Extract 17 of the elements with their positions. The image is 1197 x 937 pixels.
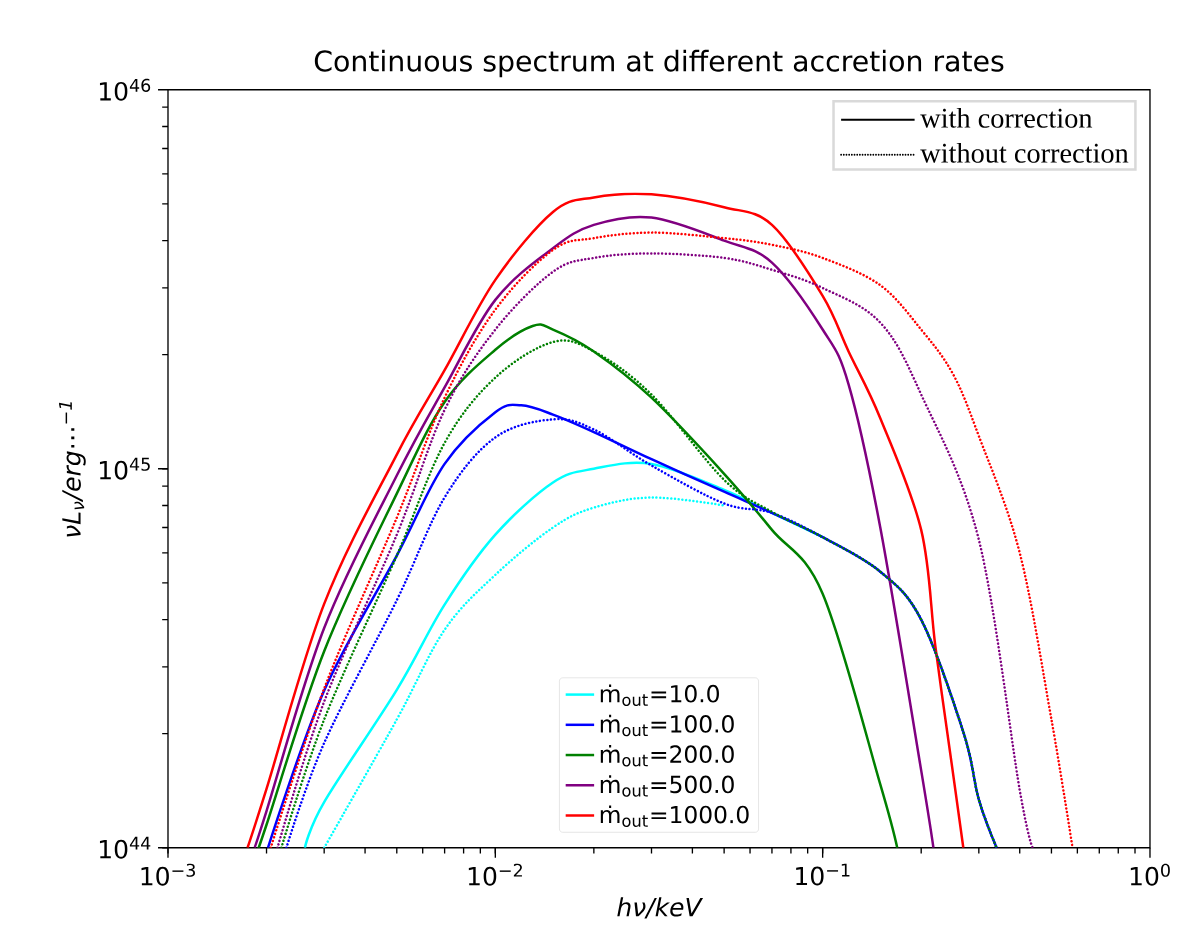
legend-label: ṁ$_{out}$=1000.0: [600, 805, 749, 827]
x-tick-label: 10$^{−2}$: [468, 863, 522, 886]
annotation: with correction: [920, 107, 1093, 128]
y-tick-label: 10$^{45}$: [99, 457, 150, 480]
y-axis-title: νL$_{ν}$/erg⋯$^{−1}$: [59, 402, 86, 537]
x-tick-label: 10$^{−3}$: [141, 863, 195, 886]
x-axis-title: hν/keV: [617, 897, 704, 919]
chart-title: Continuous spectrum at different accretion rates: [314, 49, 1004, 78]
x-tick-label: 10$^{0}$: [1130, 863, 1170, 886]
x-tick-label: 10$^{−1}$: [796, 863, 850, 886]
y-tick-label: 10$^{46}$: [99, 78, 151, 101]
annotation: without correction: [920, 142, 1129, 163]
legend-label: ṁ$_{out}$=100.0: [600, 714, 734, 737]
legend-label: ṁ$_{out}$=200.0: [600, 744, 734, 767]
legend-label: ṁ$_{out}$=500.0: [600, 775, 734, 797]
y-tick-label: 10$^{44}$: [99, 836, 151, 859]
legend-label: ṁ$_{out}$=10.0: [600, 684, 719, 707]
